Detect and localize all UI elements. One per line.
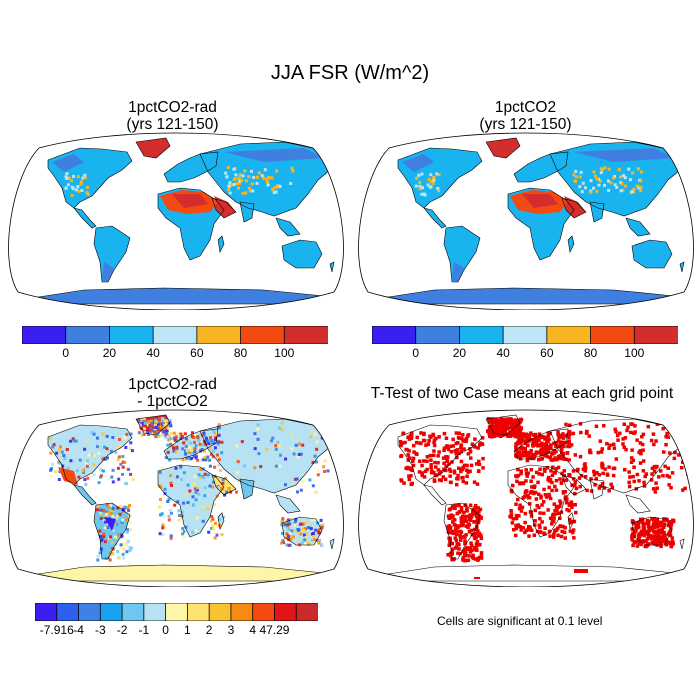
colorbar-diff (35, 603, 318, 621)
colorbar-tick-label: 40 (146, 346, 160, 360)
colorbar-tick-label: 0 (62, 346, 70, 360)
colorbar-swatch (252, 603, 276, 621)
colorbar-tick-label: 60 (190, 346, 204, 360)
map-panel-diff (8, 409, 344, 587)
colorbar-swatch (372, 326, 417, 344)
colorbar-swatch (546, 326, 592, 344)
figure-title: JJA FSR (W/m^2) (270, 62, 430, 84)
colorbar-swatch (208, 603, 232, 621)
colorbar-swatch (121, 603, 145, 621)
panel-title-ctrl: 1pctCO2 (yrs 121-150) (418, 99, 633, 133)
colorbar-tick-label: -3 (94, 623, 106, 637)
colorbar-swatch (78, 603, 102, 621)
colorbar-swatch (56, 603, 80, 621)
colorbar-tick-label: 60 (540, 346, 554, 360)
map-panel-ctrl (358, 132, 694, 310)
panel-title-ctrl-line2: (yrs 121-150) (479, 116, 572, 133)
colorbar-swatch (22, 326, 67, 344)
colorbar-tick-label: 3 (227, 623, 235, 637)
colorbar-abs-left (22, 326, 328, 344)
map-panel-rad (8, 132, 344, 310)
panel-title-diff-line2: - 1pctCO2 (137, 393, 208, 410)
panel-title-rad-line1: 1pctCO2-rad (128, 99, 217, 116)
colorbar-tick-label: -2 (116, 623, 128, 637)
panel-title-rad-line2: (yrs 121-150) (126, 116, 219, 133)
colorbar-tick-label: -7.916 (39, 623, 74, 637)
colorbar-swatch (295, 603, 318, 621)
colorbar-swatch (196, 326, 242, 344)
colorbar-tick-label: 20 (452, 346, 467, 360)
colorbar-tick-label: 2 (205, 623, 213, 637)
map-panel-ttest (358, 409, 694, 587)
colorbar-swatch (230, 603, 254, 621)
colorbar-swatch (283, 326, 328, 344)
panel-title-ttest-line1: T-Test of two Case means at each grid po… (370, 385, 674, 402)
colorbar-swatch (99, 603, 123, 621)
panel-title-diff: 1pctCO2-rad - 1pctCO2 (65, 376, 280, 410)
colorbar-tick-label: 4 (249, 623, 257, 637)
ttest-note: Cells are significant at 0.1 level (437, 614, 603, 628)
colorbar-tick-label: 1 (184, 623, 191, 637)
colorbar-tick-label: 100 (624, 346, 645, 360)
panel-title-rad: 1pctCO2-rad (yrs 121-150) (65, 99, 280, 133)
colorbar-tick-label: 47.29 (259, 623, 290, 637)
panel-title-ttest: T-Test of two Case means at each grid po… (352, 385, 692, 402)
colorbar-swatch (165, 603, 189, 621)
colorbar-tick-label: 80 (233, 346, 248, 360)
colorbar-swatch (590, 326, 636, 344)
colorbar-tick-label: -1 (138, 623, 150, 637)
colorbar-swatch (274, 603, 298, 621)
colorbar-swatch (65, 326, 111, 344)
colorbar-swatch (186, 603, 210, 621)
colorbar-swatch (35, 603, 58, 621)
colorbar-swatch (143, 603, 167, 621)
panel-title-diff-line1: 1pctCO2-rad (128, 376, 217, 393)
colorbar-tick-label: 100 (274, 346, 295, 360)
colorbar-swatch (633, 326, 678, 344)
colorbar-swatch (240, 326, 286, 344)
colorbar-swatch (459, 326, 504, 344)
colorbar-tick-label: 0 (412, 346, 420, 360)
colorbar-tick-label: 20 (102, 346, 117, 360)
colorbar-tick-label: 40 (496, 346, 510, 360)
colorbar-swatch (152, 326, 198, 344)
colorbar-tick-label: 80 (583, 346, 598, 360)
colorbar-swatch (502, 326, 548, 344)
colorbar-swatch (415, 326, 461, 344)
colorbar-abs-right (372, 326, 678, 344)
colorbar-swatch (109, 326, 154, 344)
colorbar-tick-label: 0 (162, 623, 169, 637)
panel-title-ctrl-line1: 1pctCO2 (494, 99, 557, 116)
colorbar-tick-label: -4 (73, 623, 84, 637)
